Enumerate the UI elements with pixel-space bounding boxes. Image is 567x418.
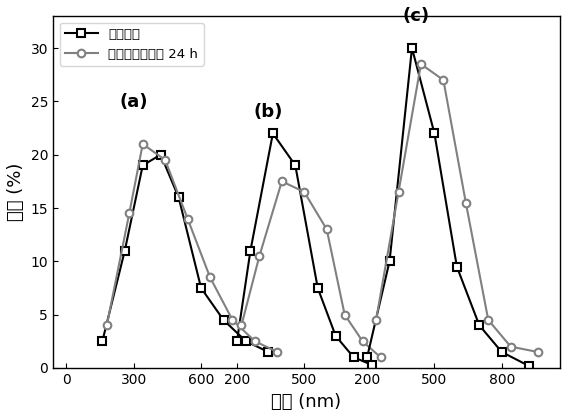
Line: 生理盐水中静置 24 h: 生理盐水中静置 24 h: [103, 140, 281, 356]
生理盐水中静置 24 h: [103, 323, 110, 328]
生理盐水: [243, 339, 249, 344]
生理盐水中静置 24 h: [162, 158, 168, 163]
生理盐水中静置 24 h: [206, 275, 213, 280]
生理盐水中静置 24 h: [229, 317, 236, 322]
生理盐水中静置 24 h: [274, 349, 281, 354]
Line: 生理盐水: 生理盐水: [99, 151, 272, 356]
生理盐水: [121, 248, 128, 253]
生理盐水: [198, 285, 205, 291]
生理盐水: [265, 349, 272, 354]
Text: (c): (c): [403, 8, 430, 25]
Text: (b): (b): [253, 103, 283, 121]
Legend: 生理盐水, 生理盐水中静置 24 h: 生理盐水, 生理盐水中静置 24 h: [60, 23, 204, 66]
Y-axis label: 强度 (%): 强度 (%): [7, 163, 25, 221]
生理盐水: [175, 195, 182, 200]
X-axis label: 直径 (nm): 直径 (nm): [272, 393, 341, 411]
生理盐水: [157, 152, 164, 157]
生理盐水中静置 24 h: [184, 216, 191, 221]
生理盐水: [139, 163, 146, 168]
生理盐水中静置 24 h: [252, 339, 259, 344]
生理盐水中静置 24 h: [126, 211, 133, 216]
生理盐水: [220, 317, 227, 322]
Text: (a): (a): [120, 93, 148, 111]
生理盐水: [99, 339, 106, 344]
生理盐水中静置 24 h: [139, 142, 146, 147]
